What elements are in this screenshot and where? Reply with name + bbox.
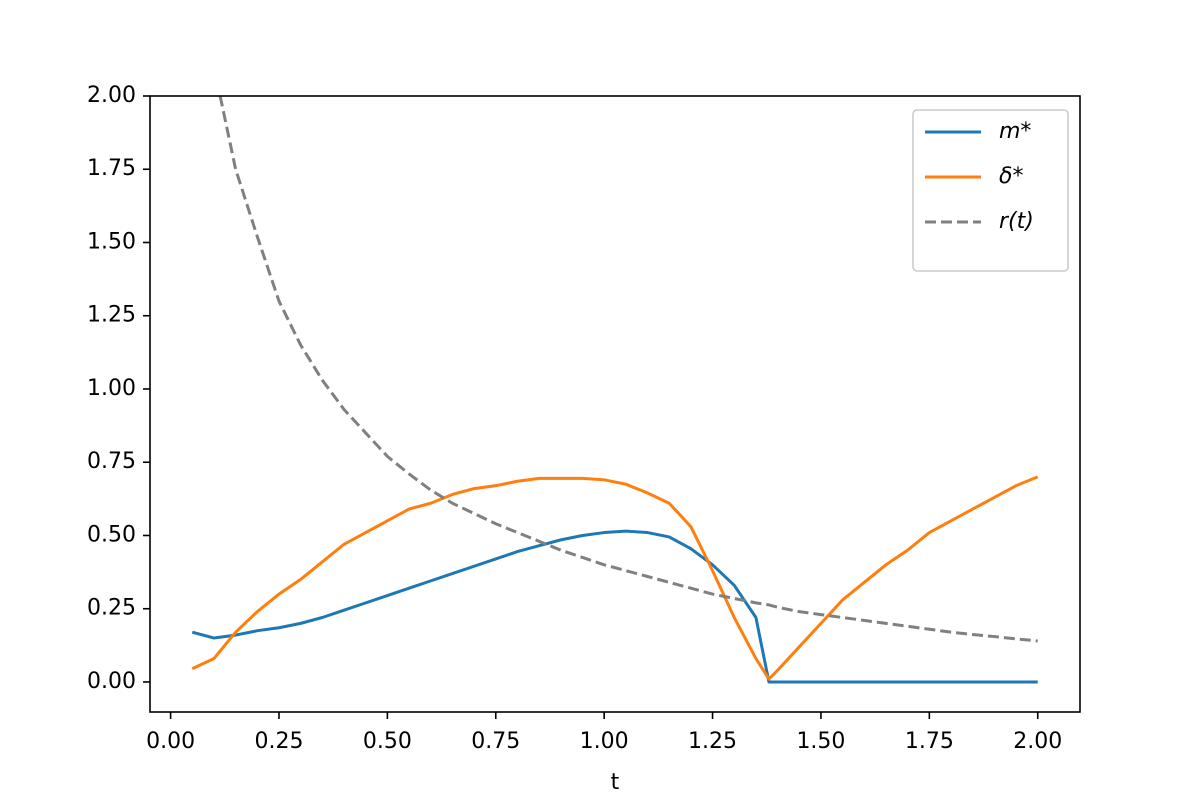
- x-tick-label: 2.00: [1013, 729, 1062, 754]
- plot-frame: [149, 95, 1081, 713]
- y-tick-label: 2.00: [87, 83, 136, 108]
- x-tick-label: 1.75: [905, 729, 954, 754]
- y-tick-label: 0.00: [87, 669, 136, 694]
- x-tick-label: 0.00: [146, 729, 195, 754]
- plot-area: [191, 96, 1039, 684]
- series-line: [191, 529, 1038, 684]
- legend-label: m*: [999, 119, 1031, 144]
- y-tick-label: 0.25: [87, 596, 136, 621]
- y-tick-label: 1.25: [87, 303, 136, 328]
- x-tick-label: 0.25: [254, 729, 303, 754]
- x-axis-label: t: [611, 770, 620, 795]
- y-tick-label: 1.75: [87, 156, 136, 181]
- y-tick-label: 0.75: [87, 449, 136, 474]
- y-tick-label: 1.50: [87, 229, 136, 254]
- legend-box: [912, 109, 1069, 272]
- x-tick-label: 1.25: [688, 729, 737, 754]
- legend-label: r(t): [999, 209, 1034, 234]
- x-tick-label: 1.00: [580, 729, 629, 754]
- legend-label: δ*: [999, 164, 1023, 189]
- y-tick-label: 0.50: [87, 522, 136, 547]
- x-tick-label: 0.50: [363, 729, 412, 754]
- x-tick-label: 1.50: [796, 729, 845, 754]
- x-tick-label: 0.75: [471, 729, 520, 754]
- series-line: [218, 96, 1038, 643]
- series-line: [191, 475, 1039, 681]
- y-tick-label: 1.00: [87, 376, 136, 401]
